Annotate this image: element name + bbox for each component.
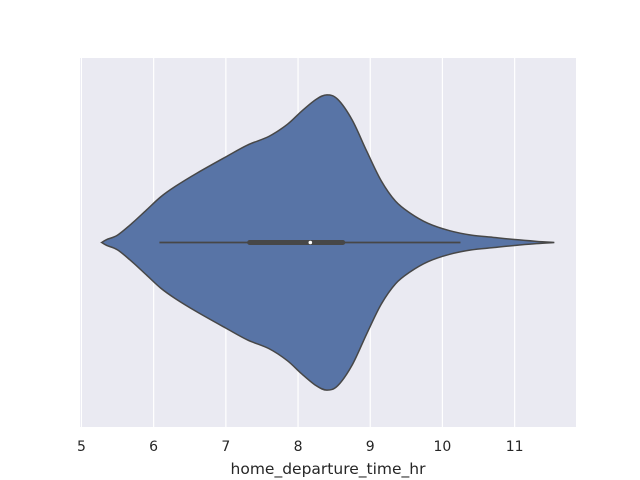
x-tick-label: 6 (149, 439, 158, 455)
x-tick-label: 11 (506, 439, 524, 455)
median-point (308, 240, 313, 245)
x-tick-label: 10 (434, 439, 452, 455)
x-tick-label: 7 (221, 439, 230, 455)
x-tick-label: 8 (294, 439, 303, 455)
x-tick-label: 5 (77, 439, 86, 455)
x-axis-label: home_departure_time_hr (231, 460, 427, 479)
x-tick-label: 9 (366, 439, 375, 455)
x-axis-ticks: 5 6 7 8 9 10 11 (77, 439, 524, 455)
